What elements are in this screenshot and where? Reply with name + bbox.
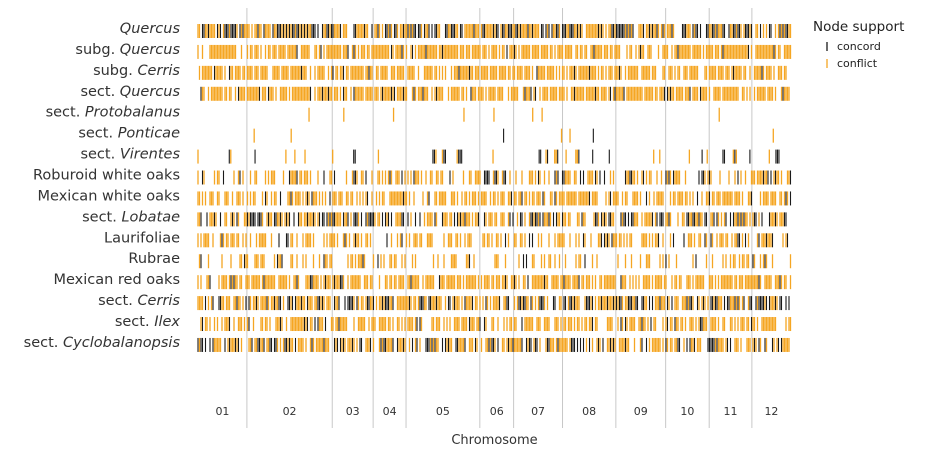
row-strip-15 [197, 337, 790, 352]
row-strip-9 [197, 212, 787, 227]
chromosome-label-02: 02 [283, 405, 297, 418]
row-strip-7 [197, 170, 792, 185]
row-label-2: subg. Cerris [93, 63, 180, 79]
legend-label-concord: concord [837, 40, 881, 53]
chromosome-label-07: 07 [531, 405, 545, 418]
chromosome-label-01: 01 [215, 405, 229, 418]
row-label-4: sect. Protobalanus [46, 105, 181, 121]
row-label-0: Quercus [120, 21, 181, 37]
chromosome-label-08: 08 [582, 405, 596, 418]
chromosome-label-11: 11 [724, 405, 738, 418]
chromosome-label-12: 12 [764, 405, 778, 418]
row-label-14: sect. Ilex [115, 314, 181, 330]
chromosome-label-03: 03 [346, 405, 360, 418]
row-label-11: Rubrae [128, 251, 180, 267]
chromosome-label-04: 04 [383, 405, 397, 418]
row-label-3: sect. Quercus [80, 84, 180, 100]
row-strip-0 [197, 24, 792, 38]
row-label-9: sect. Lobatae [82, 209, 180, 225]
legend-title: Node support [813, 19, 904, 35]
row-strip-2 [198, 65, 787, 80]
row-label-10: Laurifoliae [104, 230, 180, 246]
row-label-7: Roburoid white oaks [33, 168, 180, 184]
chromosome-label-05: 05 [436, 405, 450, 418]
row-label-5: sect. Ponticae [78, 126, 180, 142]
row-strip-12 [197, 275, 792, 290]
row-label-15: sect. Cyclobalanopsis [24, 335, 181, 351]
row-strip-5 [253, 128, 774, 143]
row-label-6: sect. Virentes [80, 147, 180, 163]
x-axis-label: Chromosome [451, 433, 537, 448]
row-strip-3 [200, 86, 790, 101]
chromosome-label-09: 09 [634, 405, 648, 418]
row-label-13: sect. Cerris [98, 293, 180, 309]
row-strip-6 [197, 149, 780, 164]
row-strip-13 [197, 296, 790, 311]
legend-label-conflict: conflict [837, 57, 878, 70]
row-strip-4 [308, 107, 720, 122]
row-strip-14 [200, 317, 792, 332]
row-label-8: Mexican white oaks [38, 188, 180, 204]
row-strip-1 [197, 44, 792, 59]
row-label-1: subg. Quercus [75, 42, 180, 58]
row-strip-11 [198, 254, 792, 269]
row-strip-10 [197, 233, 789, 248]
row-label-12: Mexican red oaks [53, 272, 180, 288]
row-strip-8 [197, 191, 792, 206]
chromosome-label-06: 06 [490, 405, 504, 418]
chromosome-label-10: 10 [680, 405, 694, 418]
